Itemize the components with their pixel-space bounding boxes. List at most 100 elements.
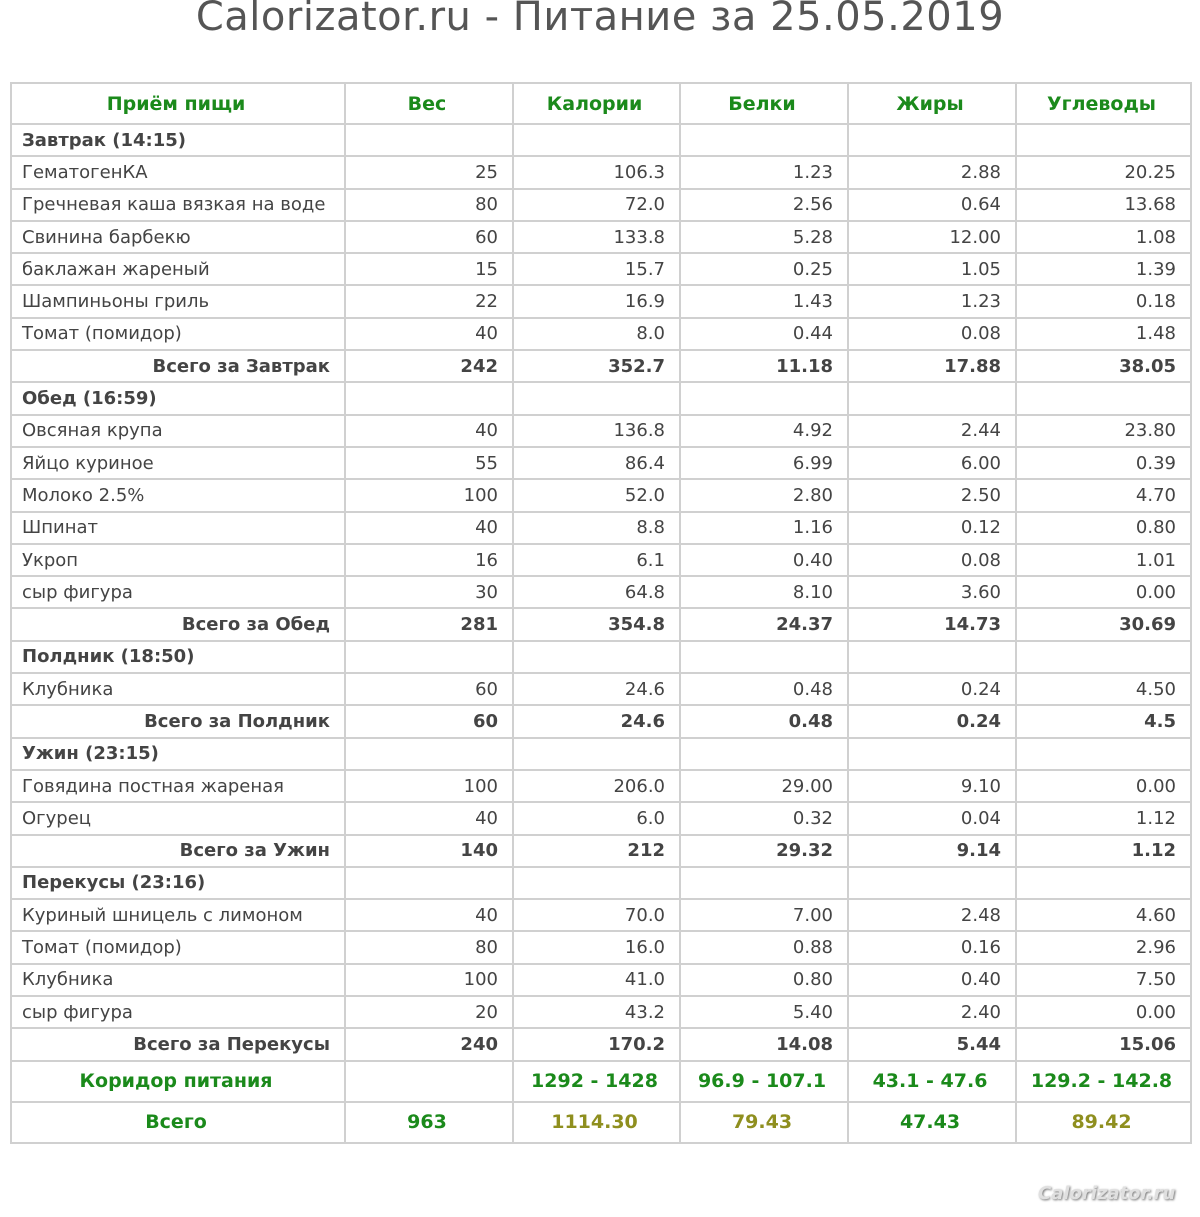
cell-name: Шампиньоны гриль (10, 284, 346, 319)
cell-weight (344, 1059, 514, 1103)
cell-carbs: 1.01 (1015, 542, 1192, 578)
cell-name: Ужин (23:15) (10, 736, 346, 771)
cell-carbs: 15.06 (1015, 1027, 1192, 1062)
cell-name: Свинина барбекю (10, 219, 346, 255)
cell-carbs: 13.68 (1015, 187, 1192, 222)
cell-weight: 30 (344, 575, 514, 610)
meal-section-row: Перекусы (23:16) (10, 865, 1192, 901)
cell-fat: 12.00 (847, 219, 1017, 255)
meal-total-row: Всего за Ужин 140 212 29.32 9.14 1.12 (10, 833, 1192, 868)
cell-name: Всего (10, 1100, 346, 1144)
cell-weight: 40 (344, 510, 514, 545)
cell-name: Укроп (10, 542, 346, 578)
cell-carbs: 23.80 (1015, 413, 1192, 448)
grand-total-row: Всего 963 1114.30 79.43 47.43 89.42 (10, 1100, 1192, 1144)
cell-name: Коридор питания (10, 1059, 346, 1103)
cell-name: Перекусы (23:16) (10, 865, 346, 901)
meal-total-row: Всего за Перекусы 240 170.2 14.08 5.44 15.06 (10, 1027, 1192, 1062)
cell-calories: 1292 - 1428 (512, 1059, 681, 1103)
header-row: Приём пищи Вес Калории Белки Жиры Углеводы (10, 82, 1192, 125)
cell-carbs: 7.50 (1015, 962, 1192, 998)
cell-protein: 79.43 (679, 1100, 849, 1144)
cell-fat: 0.04 (847, 801, 1017, 836)
cell-weight: 22 (344, 284, 514, 319)
cell-weight: 40 (344, 801, 514, 836)
cell-weight: 100 (344, 478, 514, 513)
cell-protein: 2.80 (679, 478, 849, 513)
cell-calories: 8.8 (512, 510, 681, 545)
cell-protein: 8.10 (679, 575, 849, 610)
cell-calories: 72.0 (512, 187, 681, 222)
cell-name: Огурец (10, 801, 346, 836)
cell-calories: 352.7 (512, 349, 681, 384)
cell-name: Клубника (10, 672, 346, 707)
cell-protein: 1.43 (679, 284, 849, 319)
cell-name: ГематогенКА (10, 155, 346, 190)
cell-calories (512, 639, 681, 675)
cell-fat: 0.64 (847, 187, 1017, 222)
cell-protein: 29.32 (679, 833, 849, 868)
cell-calories: 86.4 (512, 445, 681, 481)
cell-calories (512, 122, 681, 158)
cell-weight: 100 (344, 962, 514, 998)
cell-protein: 11.18 (679, 349, 849, 384)
cell-weight: 80 (344, 930, 514, 965)
cell-carbs: 1.12 (1015, 801, 1192, 836)
cell-name: сыр фигура (10, 995, 346, 1030)
meal-total-row: Всего за Обед 281 354.8 24.37 14.73 30.69 (10, 607, 1192, 642)
cell-weight: 40 (344, 898, 514, 933)
cell-name: Обед (16:59) (10, 381, 346, 416)
cell-fat: 5.44 (847, 1027, 1017, 1062)
meal-section-row: Обед (16:59) (10, 381, 1192, 416)
food-row: Укроп 16 6.1 0.40 0.08 1.01 (10, 542, 1192, 578)
cell-weight: 242 (344, 349, 514, 384)
cell-calories: 52.0 (512, 478, 681, 513)
column-header-name: Приём пищи (10, 82, 346, 125)
cell-protein: 1.23 (679, 155, 849, 190)
cell-fat: 0.40 (847, 962, 1017, 998)
cell-carbs: 0.00 (1015, 995, 1192, 1030)
cell-calories: 212 (512, 833, 681, 868)
cell-weight (344, 865, 514, 901)
cell-weight: 140 (344, 833, 514, 868)
cell-calories: 106.3 (512, 155, 681, 190)
cell-fat: 2.44 (847, 413, 1017, 448)
cell-fat: 2.48 (847, 898, 1017, 933)
cell-name: Завтрак (14:15) (10, 122, 346, 158)
food-row: Молоко 2.5% 100 52.0 2.80 2.50 4.70 (10, 478, 1192, 513)
cell-name: Полдник (18:50) (10, 639, 346, 675)
cell-carbs: 1.12 (1015, 833, 1192, 868)
cell-weight (344, 639, 514, 675)
cell-name: Овсяная крупа (10, 413, 346, 448)
cell-fat: 1.05 (847, 252, 1017, 287)
cell-calories: 24.6 (512, 672, 681, 707)
cell-protein (679, 639, 849, 675)
cell-carbs: 1.48 (1015, 316, 1192, 352)
food-row: Томат (помидор) 80 16.0 0.88 0.16 2.96 (10, 930, 1192, 965)
food-row: Шпинат 40 8.8 1.16 0.12 0.80 (10, 510, 1192, 545)
cell-weight (344, 381, 514, 416)
cell-protein: 4.92 (679, 413, 849, 448)
cell-fat: 0.08 (847, 316, 1017, 352)
cell-calories: 1114.30 (512, 1100, 681, 1144)
cell-protein (679, 865, 849, 901)
cell-calories: 136.8 (512, 413, 681, 448)
cell-calories: 206.0 (512, 768, 681, 804)
cell-calories: 64.8 (512, 575, 681, 610)
cell-weight: 16 (344, 542, 514, 578)
cell-protein: 96.9 - 107.1 (679, 1059, 849, 1103)
page-title: Calorizator.ru - Питание за 25.05.2019 (195, 0, 1005, 40)
cell-carbs: 1.08 (1015, 219, 1192, 255)
cell-carbs: 38.05 (1015, 349, 1192, 384)
cell-fat (847, 865, 1017, 901)
cell-carbs: 89.42 (1015, 1100, 1192, 1144)
cell-calories: 170.2 (512, 1027, 681, 1062)
food-row: сыр фигура 30 64.8 8.10 3.60 0.00 (10, 575, 1192, 610)
cell-calories: 70.0 (512, 898, 681, 933)
cell-calories: 16.0 (512, 930, 681, 965)
cell-calories: 8.0 (512, 316, 681, 352)
cell-carbs: 129.2 - 142.8 (1015, 1059, 1192, 1103)
cell-weight (344, 736, 514, 771)
column-header-weight: Вес (344, 82, 514, 125)
cell-name: Яйцо куриное (10, 445, 346, 481)
